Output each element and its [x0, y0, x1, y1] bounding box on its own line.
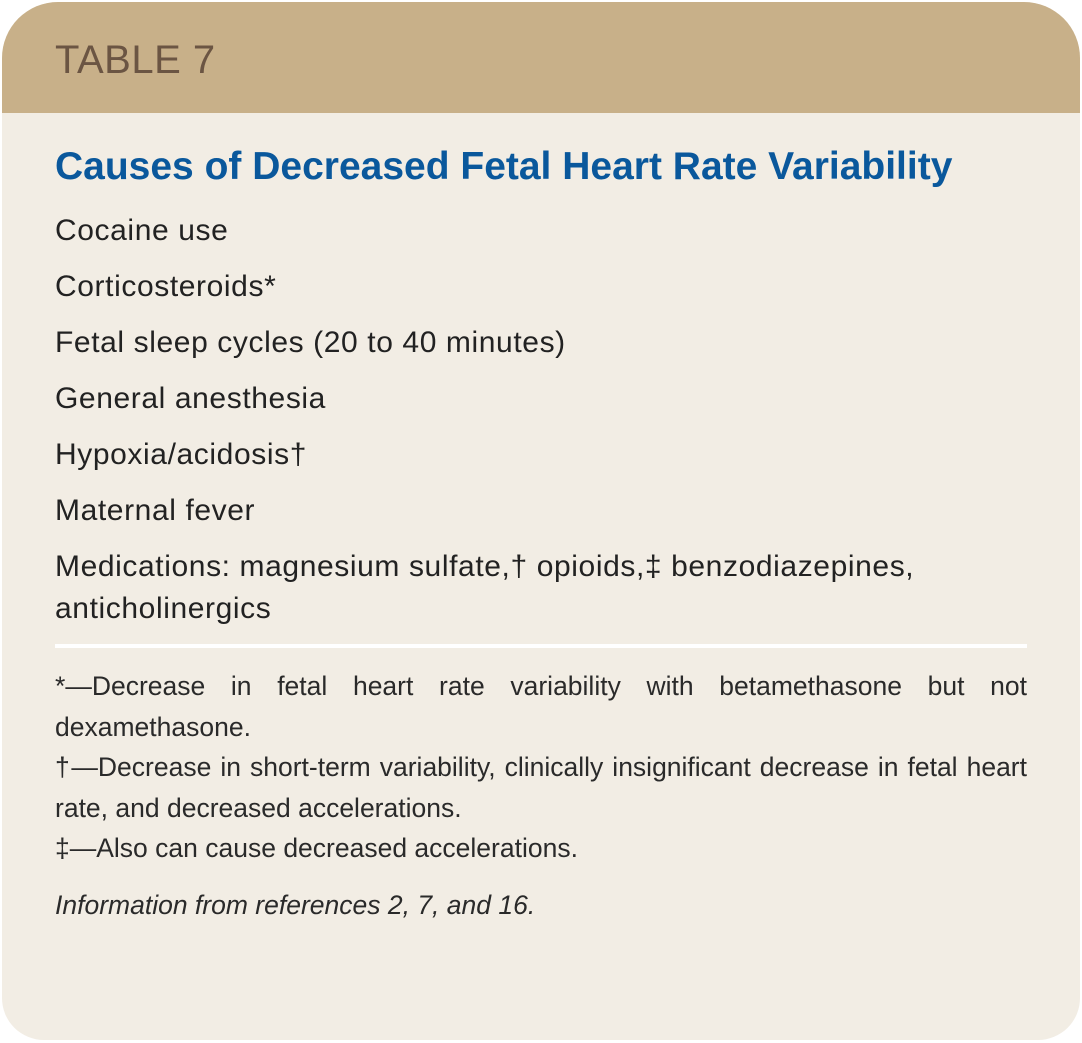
footnote: ‡—Also can cause decreased accelerations…	[55, 833, 578, 863]
list-item: Corticosteroids*	[55, 270, 277, 303]
footnotes: *—Decrease in fetal heart rate variabili…	[55, 666, 1027, 869]
table-header-band: TABLE 7	[2, 2, 1080, 113]
footnote: †—Decrease in short-term variability, cl…	[55, 752, 1027, 823]
source-note: Information from references 2, 7, and 16…	[55, 889, 536, 920]
list-item: Fetal sleep cycles (20 to 40 minutes)	[55, 326, 566, 359]
list-item: Hypoxia/acidosis†	[55, 438, 307, 471]
list-item: Maternal fever	[55, 494, 256, 527]
table-title: Causes of Decreased Fetal Heart Rate Var…	[55, 145, 953, 188]
causes-list: Cocaine use Corticosteroids* Fetal sleep…	[55, 210, 1027, 630]
footnote: *—Decrease in fetal heart rate variabili…	[55, 671, 1027, 742]
table-content: Causes of Decreased Fetal Heart Rate Var…	[55, 140, 1027, 925]
list-item: Medications: magnesium sulfate,† opioids…	[55, 550, 915, 625]
list-item: General anesthesia	[55, 382, 326, 415]
list-item: Cocaine use	[55, 214, 229, 247]
divider	[55, 644, 1027, 648]
table-label: TABLE 7	[55, 38, 216, 82]
